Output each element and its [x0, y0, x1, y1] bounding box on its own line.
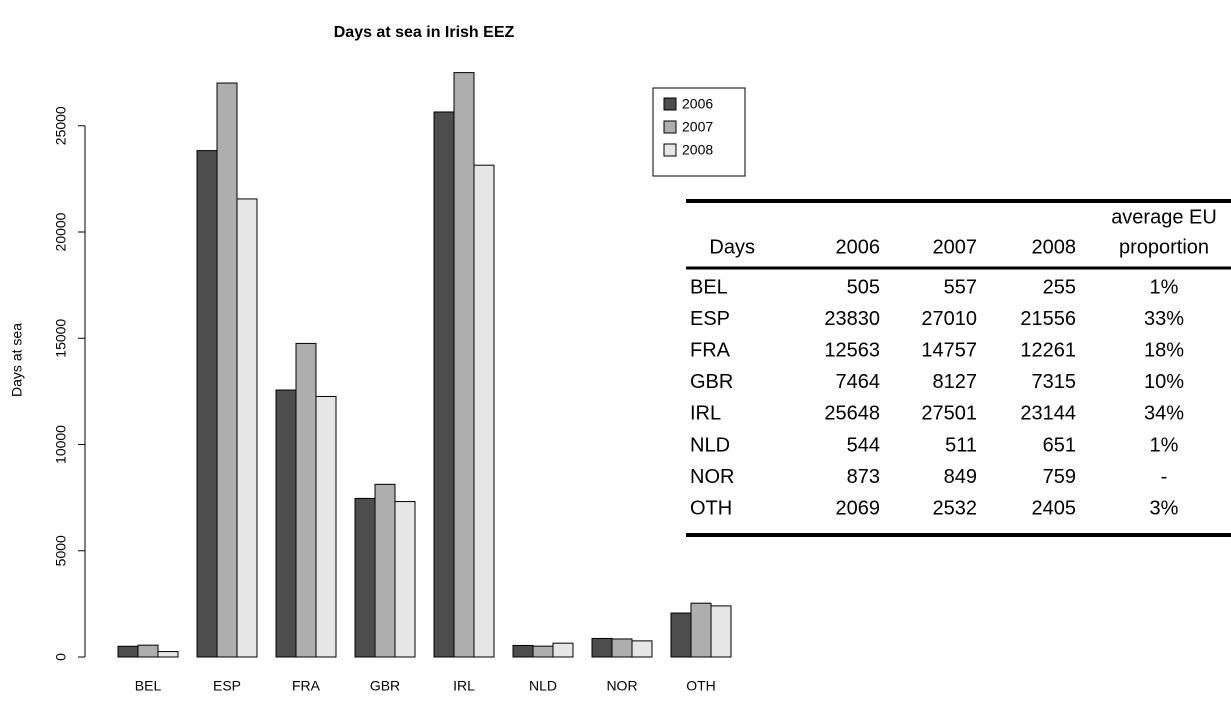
chart-title: Days at sea in Irish EEZ: [334, 24, 515, 41]
table-row-label: GBR: [690, 371, 733, 393]
bar: [552, 642, 574, 658]
table-cell: 8127: [933, 371, 978, 393]
table-cell: 505: [847, 276, 880, 298]
table-cell: 7315: [1032, 371, 1077, 393]
legend-label: 2007: [682, 119, 713, 135]
table-cell: 23144: [1020, 403, 1076, 425]
table-row-label: IRL: [690, 403, 721, 425]
bar: [295, 342, 317, 658]
table-header: proportion: [1119, 236, 1209, 258]
bar: [670, 612, 692, 658]
table-cell: 33%: [1144, 308, 1184, 330]
bar: [137, 644, 159, 658]
table-cell: 3%: [1150, 497, 1179, 519]
x-tick-label: ESP: [213, 678, 241, 694]
bar: [453, 72, 475, 658]
bar: [631, 640, 653, 658]
x-tick-label: OTH: [686, 678, 716, 694]
bar: [512, 644, 534, 658]
bar: [275, 389, 297, 658]
x-tick-label: FRA: [292, 678, 321, 694]
x-tick-label: BEL: [135, 678, 162, 694]
table-cell: 544: [847, 434, 880, 456]
table-cell: 849: [944, 466, 977, 488]
y-tick-label: 10000: [53, 425, 69, 464]
bar: [532, 645, 554, 658]
y-tick-label: 25000: [53, 106, 69, 145]
table-cell: 27501: [921, 403, 977, 425]
table-header: 2008: [1032, 236, 1077, 258]
table-cell: 873: [847, 466, 880, 488]
bar: [374, 483, 396, 658]
legend-swatch: [663, 97, 677, 111]
legend-label: 2006: [682, 96, 713, 112]
x-tick-label: NOR: [606, 678, 637, 694]
legend-swatch: [663, 120, 677, 134]
table-row-label: ESP: [690, 308, 730, 330]
y-tick-label: 0: [53, 653, 69, 661]
table-cell: 14757: [921, 339, 977, 361]
table-cell: 759: [1043, 466, 1076, 488]
table-cell: 7464: [836, 371, 881, 393]
table-row-label: NOR: [690, 466, 734, 488]
bar: [591, 637, 613, 658]
table-cell: 18%: [1144, 339, 1184, 361]
x-tick-label: NLD: [529, 678, 557, 694]
x-tick-label: IRL: [453, 678, 475, 694]
bar: [236, 198, 258, 658]
legend-swatch: [663, 143, 677, 157]
table-cell: 23830: [824, 308, 880, 330]
bar: [196, 150, 218, 658]
table-cell: 511: [945, 434, 977, 456]
table-cell: 651: [1043, 434, 1076, 456]
y-tick-label: 15000: [53, 319, 69, 358]
bar: [216, 82, 238, 658]
bar: [315, 395, 337, 658]
y-axis-label: Days at sea: [9, 323, 25, 397]
bar: [117, 645, 139, 658]
bar: [690, 602, 712, 658]
table-cell: 2405: [1032, 497, 1077, 519]
bar: [433, 111, 455, 658]
table-cell: 25648: [824, 403, 880, 425]
table-cell: 255: [1043, 276, 1076, 298]
bar: [710, 605, 732, 658]
table-cell: 557: [944, 276, 977, 298]
table-cell: -: [1161, 466, 1168, 488]
legend-box: [652, 87, 746, 177]
table-cell: 34%: [1144, 403, 1184, 425]
y-tick-label: 5000: [53, 535, 69, 566]
x-tick-label: GBR: [370, 678, 400, 694]
bar: [157, 651, 179, 658]
table-header: 2007: [933, 236, 978, 258]
table-cell: 21556: [1020, 308, 1076, 330]
bar: [394, 501, 416, 658]
bar: [473, 164, 495, 658]
table-row-label: BEL: [690, 276, 728, 298]
table-row-label: NLD: [690, 434, 730, 456]
table-cell: 10%: [1144, 371, 1184, 393]
bar: [611, 638, 633, 658]
table-cell: 12563: [824, 339, 880, 361]
table-row-label: FRA: [690, 339, 731, 361]
bar: [354, 497, 376, 658]
table-cell: 1%: [1150, 434, 1179, 456]
table-cell: 12261: [1020, 339, 1076, 361]
table-header: Days: [709, 236, 755, 258]
table-cell: 1%: [1150, 276, 1179, 298]
table-cell: 2532: [933, 497, 978, 519]
table-header: average EU: [1111, 206, 1217, 228]
table-row-label: OTH: [690, 497, 732, 519]
legend-label: 2008: [682, 142, 713, 158]
table-header: 2006: [836, 236, 881, 258]
table-cell: 2069: [836, 497, 881, 519]
table-cell: 27010: [921, 308, 977, 330]
y-tick-label: 20000: [53, 212, 69, 251]
